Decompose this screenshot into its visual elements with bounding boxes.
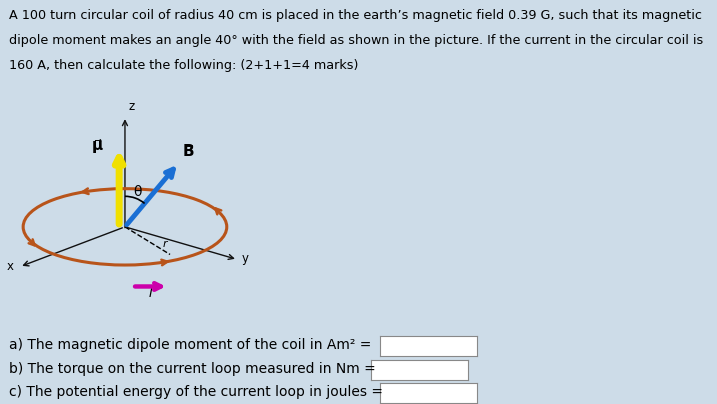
Text: b) The torque on the current loop measured in Nm =: b) The torque on the current loop measur…	[9, 362, 376, 376]
Text: B⃗: B⃗	[183, 144, 195, 159]
Text: θ: θ	[133, 185, 142, 199]
Text: r: r	[163, 239, 167, 249]
Text: c) The potential energy of the current loop in joules =: c) The potential energy of the current l…	[9, 385, 383, 399]
Text: I: I	[148, 287, 152, 301]
Text: μ⃗: μ⃗	[92, 138, 103, 153]
Text: y: y	[242, 252, 248, 265]
Text: dipole moment makes an angle 40° with the field as shown in the picture. If the : dipole moment makes an angle 40° with th…	[9, 34, 703, 47]
Text: x: x	[7, 261, 14, 274]
Text: z: z	[128, 101, 135, 114]
Text: 160 A, then calculate the following: (2+1+1=4 marks): 160 A, then calculate the following: (2+…	[9, 59, 358, 72]
Text: a) The magnetic dipole moment of the coil in Am² =: a) The magnetic dipole moment of the coi…	[9, 338, 371, 352]
Text: A 100 turn circular coil of radius 40 cm is placed in the earth’s magnetic field: A 100 turn circular coil of radius 40 cm…	[9, 9, 701, 22]
